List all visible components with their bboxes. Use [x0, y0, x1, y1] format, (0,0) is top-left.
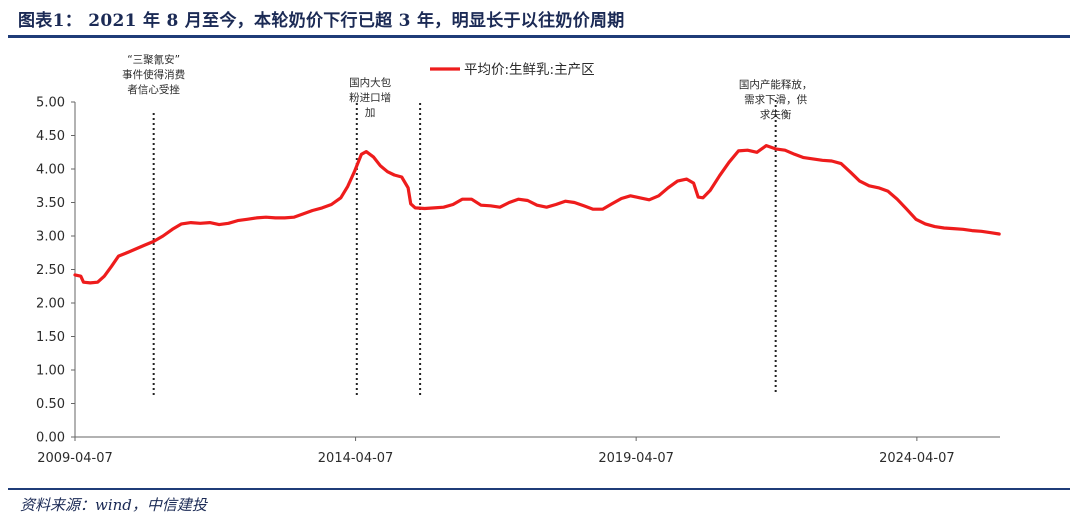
x-tick-label: 2024-04-07 — [879, 451, 955, 466]
y-tick-label: 2.00 — [36, 297, 65, 312]
event-annotation-text: “三聚氰安” — [127, 53, 180, 66]
y-tick-label: 1.50 — [36, 330, 65, 345]
y-tick-label: 3.00 — [36, 230, 65, 245]
event-annotation-text: 者信心受挫 — [127, 83, 180, 96]
footer-divider — [8, 488, 1070, 490]
event-annotation-text: 需求下滑，供 — [744, 93, 807, 106]
y-tick-label: 1.00 — [36, 364, 65, 379]
series-line-milk-price — [73, 144, 1001, 285]
figure-title: 图表1： 2021 年 8 月至今，本轮奶价下行已超 3 年，明显长于以往奶价周… — [18, 11, 625, 31]
event-annotation-text: 加 — [365, 107, 376, 119]
y-tick-label: 5.00 — [36, 96, 65, 111]
legend-label: 平均价:生鲜乳:主产区 — [464, 62, 595, 78]
y-tick-label: 4.50 — [36, 129, 65, 144]
title-divider — [8, 35, 1070, 38]
y-tick-label: 0.00 — [36, 431, 65, 446]
x-tick-label: 2014-04-07 — [318, 451, 394, 466]
y-tick-label: 4.00 — [36, 163, 65, 178]
source-note: 资料来源：wind，中信建投 — [20, 496, 207, 514]
axes: 0.00 0.50 1.00 1.50 2.00 2.50 3.00 3.50 4.00 4.50… — [36, 96, 1000, 466]
event-annotation-text: 粉进口增 — [349, 91, 391, 104]
x-tick-label: 2009-04-07 — [37, 451, 113, 466]
legend: 平均价:生鲜乳:主产区 — [430, 62, 595, 78]
y-tick-label: 3.50 — [36, 196, 65, 211]
y-tick-label: 2.50 — [36, 263, 65, 278]
x-tick-label: 2019-04-07 — [598, 451, 674, 466]
event-annotation-text: 国内大包 — [349, 76, 391, 89]
event-annotation-text: 求失衡 — [760, 108, 792, 121]
event-annotation-text: 国内产能释放， — [739, 78, 813, 91]
series-layer — [73, 144, 1001, 285]
event-annotation-text: 事件使得消费 — [122, 68, 185, 81]
y-tick-label: 0.50 — [36, 397, 65, 412]
